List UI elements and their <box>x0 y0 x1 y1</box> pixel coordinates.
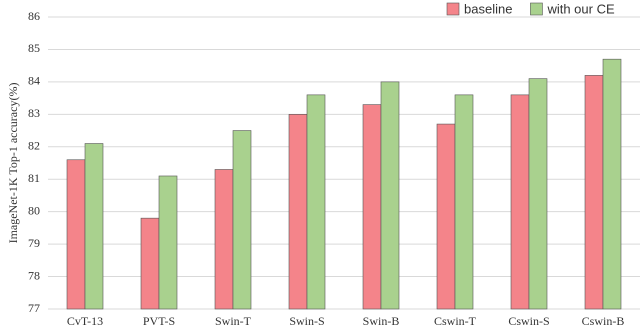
x-tick-label: PVT-S <box>143 314 175 328</box>
legend-swatch <box>530 2 543 16</box>
bar <box>510 94 530 310</box>
x-tick-label: CvT-13 <box>67 314 103 328</box>
x-tick-label: Swin-B <box>363 314 400 328</box>
y-tick-label: 82 <box>28 139 40 153</box>
legend: baseline with our CE <box>446 1 615 16</box>
y-tick-label: 84 <box>28 74 40 88</box>
y-tick-label: 78 <box>28 268 40 282</box>
bar <box>140 217 160 310</box>
bar <box>288 114 308 310</box>
y-tick-label: 79 <box>28 236 40 250</box>
y-tick-label: 80 <box>28 203 40 217</box>
y-tick-label: 83 <box>28 106 40 120</box>
legend-swatch <box>446 2 460 16</box>
bar <box>362 104 382 310</box>
bar <box>214 169 234 310</box>
bar <box>454 94 474 310</box>
y-tick-label: 85 <box>28 41 40 55</box>
x-tick-label: Swin-T <box>215 314 252 328</box>
y-tick-label: 86 <box>28 9 40 23</box>
x-tick-label: Cswin-S <box>508 314 549 328</box>
bar <box>158 175 178 310</box>
bar <box>306 94 326 310</box>
bar <box>380 81 400 310</box>
legend-label: baseline <box>464 1 512 16</box>
bar <box>66 159 86 310</box>
bar <box>232 130 252 310</box>
bar <box>84 143 104 310</box>
bar <box>602 58 622 310</box>
bar <box>528 78 548 310</box>
x-tick-label: Swin-S <box>289 314 324 328</box>
bar <box>584 75 604 310</box>
legend-label: with our CE <box>546 1 615 16</box>
y-axis-label: ImageNet-1K Top-1 accuracy(%) <box>6 83 20 244</box>
bar <box>436 123 456 310</box>
x-tick-label: Cswin-T <box>434 314 477 328</box>
x-tick-label: Cswin-B <box>582 314 625 328</box>
y-tick-label: 81 <box>28 171 40 185</box>
y-tick-label: 77 <box>28 301 40 315</box>
